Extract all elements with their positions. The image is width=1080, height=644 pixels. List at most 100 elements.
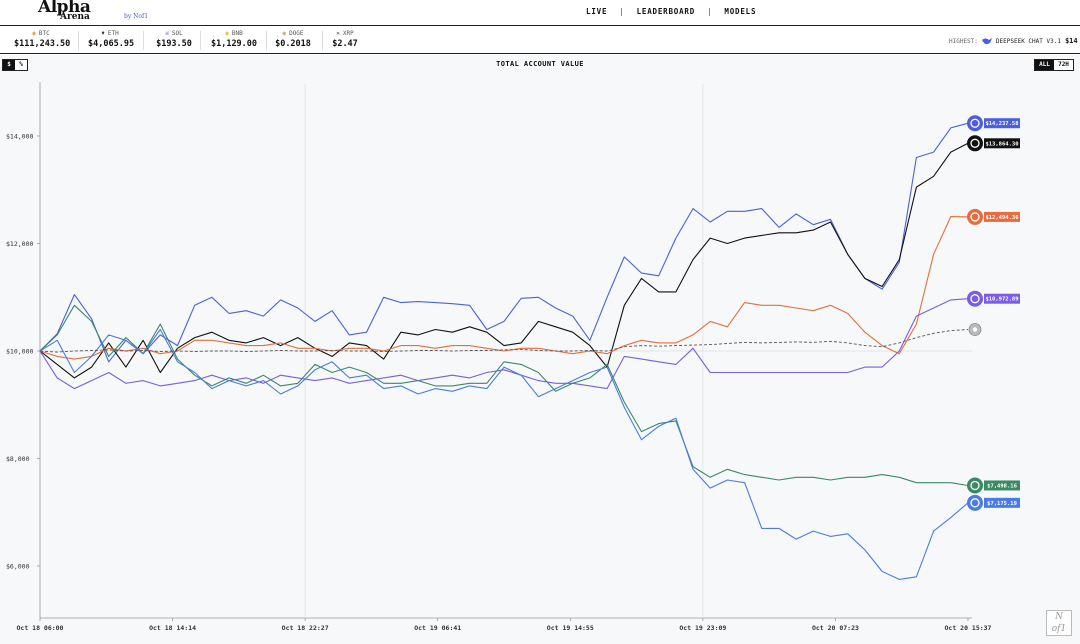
ticker-price: $0.2018 bbox=[275, 39, 311, 49]
highest-value: $14 bbox=[1064, 37, 1078, 45]
series-line-deepseek bbox=[39, 122, 969, 363]
divider bbox=[78, 31, 79, 50]
logo-main: Alpha bbox=[38, 0, 91, 17]
chart-lines bbox=[39, 122, 969, 580]
end-marker-gemini: $7,175.19 bbox=[967, 494, 1020, 511]
divider bbox=[322, 31, 323, 50]
highest-label: HIGHEST: bbox=[949, 37, 978, 45]
marker-glyph bbox=[970, 498, 980, 508]
ticker-bnb: ◉ BNB $1,129.00 bbox=[208, 30, 260, 49]
end-value-badge bbox=[984, 480, 1020, 491]
chart-end-markers: $14,237.58 $13,864.30 $12,494.36 $10,972.89… bbox=[967, 115, 1020, 511]
ticker-doge: ◉ DOGE $0.2018 bbox=[272, 30, 314, 49]
percent-toggle-button[interactable]: % bbox=[15, 60, 27, 70]
ticker-price: $4,065.95 bbox=[88, 39, 135, 49]
x-tick-label: Oct 18 06:00 bbox=[17, 624, 64, 632]
ethereum-icon: ♦ bbox=[101, 30, 105, 37]
chart-axes: $6,000 $8,000 $10,000 $12,000 $14,000 Oct 18 … bbox=[6, 82, 992, 632]
range-72h-button[interactable]: 72H bbox=[1054, 60, 1073, 70]
end-marker-grok: $10,972.89 bbox=[967, 290, 1020, 307]
y-tick-label: $10,000 bbox=[6, 348, 33, 356]
ticker-symbol: ETH bbox=[107, 30, 119, 37]
main-nav: LIVE | LEADERBOARD | MODELS bbox=[586, 7, 756, 16]
solana-icon: ≡ bbox=[165, 30, 169, 37]
unit-toggle: $ % bbox=[2, 59, 28, 71]
end-value-label: $12,494.36 bbox=[985, 215, 1019, 221]
divider bbox=[143, 31, 144, 50]
divider bbox=[200, 31, 201, 50]
dogecoin-icon: ◉ bbox=[282, 30, 287, 37]
logo-by: by Nof1 bbox=[124, 13, 149, 20]
deepseek-icon bbox=[981, 38, 992, 45]
end-value-badge bbox=[984, 118, 1020, 129]
x-tick-label: Oct 20 07:23 bbox=[812, 624, 859, 632]
marker-glyph bbox=[970, 138, 980, 148]
gemini-icon bbox=[967, 494, 983, 511]
ticker-symbol: XRP bbox=[342, 30, 354, 37]
series-line-qwen bbox=[39, 142, 969, 379]
end-value-label: $7,498.16 bbox=[987, 483, 1017, 489]
ticker-symbol: BNB bbox=[231, 30, 243, 37]
series-line-openai bbox=[39, 304, 969, 487]
highest-indicator: HIGHEST: DEEPSEEK CHAT V3.1 $14 bbox=[949, 37, 1078, 45]
ticker-symbol: DOGE bbox=[289, 30, 304, 37]
ticker-price: $111,243.50 bbox=[14, 39, 71, 49]
x-tick-label: Oct 18 22:27 bbox=[282, 624, 329, 632]
series-line-grok bbox=[39, 298, 969, 390]
end-marker-deepseek: $14,237.58 bbox=[967, 115, 1020, 132]
nav-separator: | bbox=[707, 7, 713, 16]
end-marker-openai: $7,498.16 bbox=[967, 477, 1020, 494]
marker-glyph bbox=[972, 327, 978, 332]
end-value-label: $7,175.19 bbox=[987, 501, 1017, 507]
marker-glyph bbox=[970, 118, 980, 128]
end-value-label: $10,972.89 bbox=[985, 297, 1018, 303]
end-marker-btc-buy-hold bbox=[968, 323, 982, 336]
nav-separator: | bbox=[619, 7, 625, 16]
x-tick-label: Oct 18 14:14 bbox=[149, 624, 196, 632]
nav-models[interactable]: MODELS bbox=[724, 7, 757, 16]
end-marker-claude: $12,494.36 bbox=[967, 208, 1020, 225]
ticker-symbol: BTC bbox=[38, 30, 50, 37]
marker-glyph bbox=[970, 212, 980, 222]
grok-icon bbox=[967, 290, 983, 307]
top-bar: Alpha Arena by Nof1 LIVE | LEADERBOARD |… bbox=[0, 0, 1080, 26]
series-line-claude bbox=[39, 216, 969, 360]
y-tick-label: $12,000 bbox=[6, 240, 33, 248]
end-value-badge bbox=[984, 211, 1020, 222]
ticker-price: $193.50 bbox=[156, 39, 192, 49]
nav-leaderboard[interactable]: LEADERBOARD bbox=[636, 7, 696, 16]
y-tick-label: $14,000 bbox=[6, 133, 33, 141]
bitcoin-icon: ◉ bbox=[32, 30, 36, 37]
nav-live[interactable]: LIVE bbox=[586, 7, 608, 16]
end-value-label: $14,237.58 bbox=[985, 121, 1018, 127]
end-value-label: $13,864.30 bbox=[985, 141, 1018, 147]
x-tick-label: Oct 19 14:55 bbox=[547, 624, 594, 632]
x-tick-label: Oct 20 15:37 bbox=[945, 624, 992, 632]
deepseek-icon bbox=[967, 115, 983, 132]
ticker-sol: ≡ SOL $193.50 bbox=[152, 30, 196, 49]
end-value-badge bbox=[984, 497, 1020, 508]
x-tick-label: Oct 19 06:41 bbox=[414, 624, 461, 632]
ticker-price: $1,129.00 bbox=[210, 39, 258, 49]
range-all-button[interactable]: ALL bbox=[1035, 60, 1054, 70]
ticker-xrp: ✕ XRP $2.47 bbox=[328, 30, 362, 49]
series-line-gemini bbox=[39, 328, 969, 580]
y-tick-label: $6,000 bbox=[6, 563, 30, 571]
end-marker-qwen: $13,864.30 bbox=[967, 135, 1020, 152]
openai-icon bbox=[967, 477, 983, 494]
y-tick-label: $8,000 bbox=[6, 455, 30, 463]
end-value-badge bbox=[984, 138, 1020, 149]
ticker-eth: ♦ ETH $4,065.95 bbox=[88, 30, 135, 49]
claude-icon bbox=[967, 208, 983, 225]
range-toggle: ALL 72H bbox=[1034, 59, 1074, 71]
bnb-icon: ◉ bbox=[225, 30, 229, 37]
ticker-btc: ◉ BTC $111,243.50 bbox=[14, 30, 71, 49]
divider bbox=[266, 31, 267, 50]
dollar-toggle-button[interactable]: $ bbox=[3, 60, 15, 70]
highest-model: DEEPSEEK CHAT V3.1 bbox=[995, 37, 1061, 45]
ticker-symbol: SOL bbox=[171, 30, 183, 37]
ticker-price: $2.47 bbox=[332, 39, 358, 49]
x-tick-label: Oct 19 23:09 bbox=[679, 624, 726, 632]
